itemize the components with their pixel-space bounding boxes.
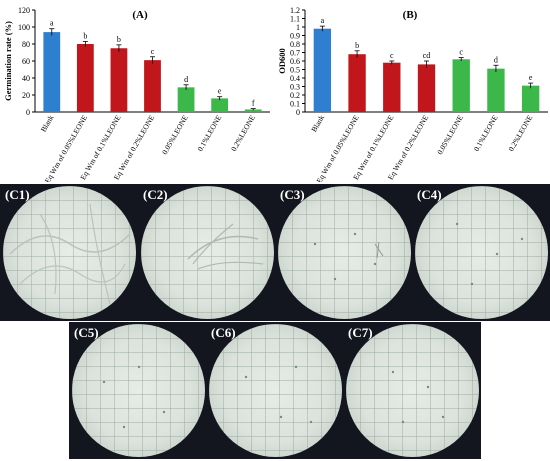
- significance-letter: c: [459, 48, 463, 57]
- bar: [521, 85, 540, 112]
- bar: [383, 62, 401, 112]
- spore-dots: [102, 365, 166, 429]
- y-tick-label: 1.2: [290, 6, 300, 15]
- hyphae-lines: [187, 223, 264, 270]
- x-tick-label: 0.2%LEONE: [506, 113, 534, 153]
- significance-letter: c: [390, 51, 394, 60]
- significance-letter: a: [321, 16, 325, 25]
- y-tick-label: 0.9: [290, 32, 300, 41]
- charts-area: 0 20 40 60 80 100 120 Germination rate (%) (A) a B…: [3, 6, 548, 182]
- significance-letter: b: [117, 35, 121, 44]
- bar: [43, 32, 61, 112]
- bar: [76, 44, 94, 112]
- significance-letter: b: [83, 31, 87, 40]
- y-tick-label: 0: [296, 108, 300, 117]
- spore-dots: [455, 222, 524, 286]
- x-tick-label: 0.05%LEONE: [160, 113, 190, 156]
- significance-letter: d: [184, 75, 188, 84]
- micrograph-c4: (C4): [412, 184, 550, 321]
- bar: [211, 98, 229, 112]
- micrograph-c7: (C7): [343, 322, 481, 459]
- y-tick-label: 100: [18, 23, 30, 32]
- significance-letter: e: [529, 73, 533, 82]
- panel-label-c6: (C6): [211, 325, 236, 340]
- y-tick-label: 0.1: [290, 100, 300, 109]
- x-tick-label: 0.1%LEONE: [195, 113, 223, 153]
- spore-dots: [391, 370, 445, 424]
- panel-label-c4: (C4): [417, 187, 442, 202]
- significance-letter: c: [151, 47, 155, 56]
- panel-label-c1: (C1): [5, 187, 30, 202]
- bar: [144, 60, 161, 112]
- hyphae-lines: [9, 203, 131, 305]
- x-tick-label: 0.1%LEONE: [472, 113, 500, 153]
- y-tick-label: 0.6: [290, 57, 300, 66]
- y-tick-label: 0.2: [290, 91, 300, 100]
- spore-dots: [244, 365, 313, 424]
- bar: [487, 68, 505, 112]
- micrograph-c3: (C3): [275, 184, 412, 321]
- bar: [177, 87, 195, 112]
- y-tick-label: 20: [22, 91, 30, 100]
- x-tick-label: Blank: [309, 113, 326, 133]
- micrograph-c2: (C2): [138, 184, 275, 321]
- panel-label-c2: (C2): [143, 187, 168, 202]
- panel-label-c7: (C7): [348, 325, 373, 340]
- y-tick-label: 0.5: [290, 66, 300, 75]
- significance-letter: cd: [423, 51, 431, 60]
- y-tick-label: 1: [296, 23, 300, 32]
- y-tick-label: 60: [22, 57, 30, 66]
- bar: [313, 28, 332, 113]
- bar: [348, 54, 366, 112]
- y-tick-label: 40: [22, 74, 30, 83]
- x-tick-label: 0.2%LEONE: [229, 113, 257, 153]
- bar: [110, 48, 128, 112]
- significance-letter: e: [218, 87, 222, 96]
- spore-dots: [313, 232, 384, 281]
- panel-label-c3: (C3): [280, 187, 305, 202]
- y-axis-title: Germination rate (%): [3, 21, 13, 101]
- bar: [244, 109, 262, 112]
- significance-letter: d: [494, 55, 498, 64]
- y-tick-label: 80: [22, 40, 30, 49]
- micrograph-c5: (C5): [69, 322, 206, 459]
- y-tick-label: 0: [26, 108, 30, 117]
- significance-letter: a: [50, 19, 54, 28]
- micrograph-c1: (C1): [0, 184, 138, 321]
- bar: [417, 64, 436, 112]
- y-tick-label: 1.1: [290, 15, 300, 24]
- y-tick-label: 0.7: [290, 49, 300, 58]
- x-tick-label: 0.05%LEONE: [435, 113, 465, 156]
- y-tick-label: 0.8: [290, 40, 300, 49]
- significance-letter: f: [252, 99, 255, 108]
- chart-panel-label: (A): [132, 9, 148, 21]
- x-tick-label: Eq Wm of 0.2%LEONE: [386, 113, 431, 181]
- micrograph-c6: (C6): [206, 322, 343, 459]
- x-tick-label: Blank: [39, 113, 56, 133]
- bar: [452, 59, 470, 112]
- y-tick-label: 0.4: [290, 74, 300, 83]
- y-axis-title: OD600: [277, 48, 287, 74]
- y-tick-label: 0.3: [290, 83, 300, 92]
- y-tick-label: 120: [18, 6, 30, 15]
- chart-panel-label: (B): [403, 9, 418, 21]
- significance-letter: b: [355, 41, 359, 50]
- panel-label-c5: (C5): [74, 325, 99, 340]
